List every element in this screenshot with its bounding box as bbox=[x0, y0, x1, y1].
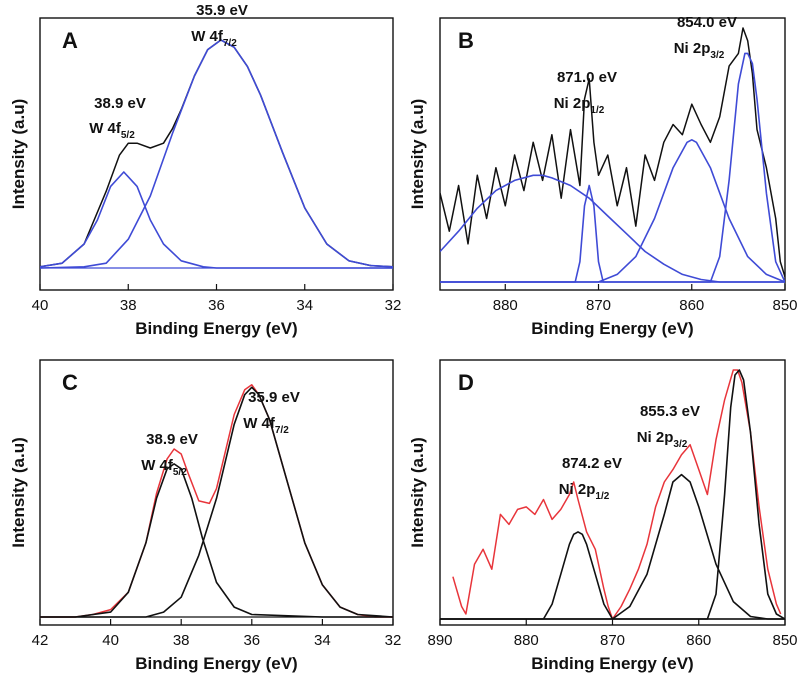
x-tick-label: 850 bbox=[772, 632, 797, 649]
plot-frame bbox=[439, 359, 786, 626]
orbital-subscript: 7/2 bbox=[223, 38, 237, 49]
series-fit-4 bbox=[440, 52, 785, 283]
series-fit-2 bbox=[40, 39, 393, 269]
orbital-name: Ni 2p bbox=[674, 40, 711, 57]
peak-orbital-label: Ni 2p3/2 bbox=[637, 429, 688, 450]
x-tick-label: 890 bbox=[427, 632, 452, 649]
panel-letter: B bbox=[458, 28, 474, 53]
y-axis-label: Intensity (a.u) bbox=[408, 437, 427, 548]
orbital-subscript: 1/2 bbox=[595, 491, 609, 502]
x-tick-label: 870 bbox=[586, 297, 611, 314]
orbital-name: Ni 2p bbox=[637, 429, 674, 446]
x-tick-label: 40 bbox=[102, 632, 119, 649]
orbital-subscript: 1/2 bbox=[590, 105, 604, 116]
panel-A: 40 38 36 34 32 Binding Energy (eV) Intensity (… bbox=[9, 2, 401, 338]
x-tick-label: 850 bbox=[772, 297, 797, 314]
panel-letter: C bbox=[62, 370, 78, 395]
panel-letter: A bbox=[62, 28, 78, 53]
peak-energy-label: 38.9 eV bbox=[146, 431, 198, 448]
orbital-subscript: 7/2 bbox=[275, 425, 289, 436]
peak-energy-label: 38.9 eV bbox=[94, 95, 146, 112]
series-fit-3 bbox=[440, 369, 785, 620]
peak-energy-label: 854.0 eV bbox=[677, 14, 737, 31]
x-tick-label: 38 bbox=[120, 297, 137, 314]
panel-D: 890 880 870 860 850 Binding Energy (eV) Intens… bbox=[408, 359, 798, 673]
peak-orbital-label: Ni 2p1/2 bbox=[559, 481, 610, 502]
orbital-subscript: 3/2 bbox=[710, 50, 724, 61]
panel-B: 880 870 860 850 Binding Energy (eV) Intensity… bbox=[408, 14, 798, 338]
series-fit-2 bbox=[40, 386, 393, 618]
panel-C: 42 40 38 36 34 32 Binding Energy (eV) Intensity… bbox=[9, 359, 402, 673]
series-fit-3 bbox=[440, 139, 785, 283]
y-axis-label: Intensity (a.u) bbox=[9, 437, 28, 548]
orbital-name: W 4f bbox=[191, 28, 224, 45]
orbital-name: Ni 2p bbox=[559, 481, 596, 498]
x-tick-label: 860 bbox=[686, 632, 711, 649]
series-fit-1 bbox=[440, 531, 785, 620]
y-axis-label: Intensity (a.u) bbox=[408, 99, 427, 210]
plot-frame bbox=[439, 17, 786, 291]
orbital-subscript: 5/2 bbox=[173, 467, 187, 478]
peak-energy-label: 855.3 eV bbox=[640, 403, 700, 420]
x-tick-label: 880 bbox=[493, 297, 518, 314]
orbital-name: W 4f bbox=[89, 120, 122, 137]
peak-orbital-label: Ni 2p3/2 bbox=[674, 40, 725, 61]
y-axis-label: Intensity (a.u) bbox=[9, 99, 28, 210]
peak-orbital-label: W 4f7/2 bbox=[243, 415, 289, 436]
peak-energy-label: 874.2 eV bbox=[562, 455, 622, 472]
series-fit-1 bbox=[40, 463, 393, 618]
peak-energy-label: 35.9 eV bbox=[248, 389, 300, 406]
x-axis-label: Binding Energy (eV) bbox=[135, 654, 297, 673]
plot-frame bbox=[39, 17, 394, 291]
peak-energy-label: 35.9 eV bbox=[196, 2, 248, 19]
x-tick-label: 34 bbox=[314, 632, 331, 649]
x-tick-label: 880 bbox=[514, 632, 539, 649]
x-tick-label: 32 bbox=[385, 632, 402, 649]
x-tick-label: 38 bbox=[173, 632, 190, 649]
orbital-subscript: 3/2 bbox=[673, 439, 687, 450]
series-envelope-0 bbox=[40, 39, 393, 268]
peak-orbital-label: W 4f7/2 bbox=[191, 28, 237, 49]
x-tick-label: 32 bbox=[385, 297, 402, 314]
panel-letter: D bbox=[458, 370, 474, 395]
x-tick-label: 36 bbox=[243, 632, 260, 649]
orbital-subscript: 5/2 bbox=[121, 130, 135, 141]
series-fit-2 bbox=[440, 473, 785, 620]
x-axis-label: Binding Energy (eV) bbox=[531, 654, 693, 673]
peak-energy-label: 871.0 eV bbox=[557, 69, 617, 86]
orbital-name: Ni 2p bbox=[554, 95, 591, 112]
x-axis-label: Binding Energy (eV) bbox=[531, 319, 693, 338]
series-fit-2 bbox=[440, 184, 785, 283]
x-tick-label: 860 bbox=[679, 297, 704, 314]
series-fit-1 bbox=[40, 171, 393, 269]
peak-orbital-label: Ni 2p1/2 bbox=[554, 95, 605, 116]
orbital-name: W 4f bbox=[243, 415, 276, 432]
x-tick-label: 42 bbox=[32, 632, 49, 649]
peak-orbital-label: W 4f5/2 bbox=[89, 120, 135, 141]
x-axis-label: Binding Energy (eV) bbox=[135, 319, 297, 338]
peak-orbital-label: W 4f5/2 bbox=[141, 457, 187, 478]
x-tick-label: 870 bbox=[600, 632, 625, 649]
plot-frame bbox=[39, 359, 394, 626]
orbital-name: W 4f bbox=[141, 457, 174, 474]
x-tick-label: 36 bbox=[208, 297, 225, 314]
series-spectrum-0 bbox=[452, 369, 782, 620]
series-spectrum-0 bbox=[440, 27, 785, 278]
x-tick-label: 40 bbox=[32, 297, 49, 314]
x-tick-label: 34 bbox=[296, 297, 313, 314]
